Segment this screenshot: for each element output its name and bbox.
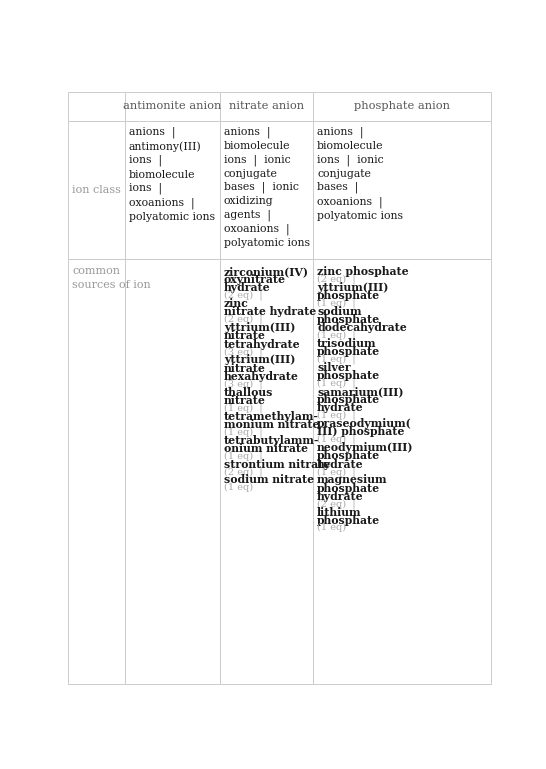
Text: trisodium: trisodium — [317, 338, 377, 349]
Text: zinc: zinc — [224, 298, 249, 309]
Text: silver: silver — [317, 362, 351, 373]
Text: hydrate: hydrate — [317, 402, 364, 414]
Text: (1 eq)  |: (1 eq) | — [317, 331, 355, 340]
Text: sodium: sodium — [317, 305, 361, 317]
Text: (3 eq)  |: (3 eq) | — [224, 379, 263, 389]
Bar — [313, 258, 491, 684]
Text: hydrate: hydrate — [317, 459, 364, 470]
Text: phosphate: phosphate — [317, 346, 380, 357]
Text: (1 eq): (1 eq) — [317, 524, 346, 532]
Text: (1 eq)  |: (1 eq) | — [317, 467, 355, 477]
Text: phosphate: phosphate — [317, 314, 380, 325]
Text: phosphate anion: phosphate anion — [354, 102, 450, 112]
Text: tetrahydrate: tetrahydrate — [224, 338, 301, 350]
Text: hydrate: hydrate — [224, 282, 271, 293]
Text: neodymium(III): neodymium(III) — [317, 442, 413, 453]
Text: (2 eq)  |: (2 eq) | — [224, 315, 263, 325]
Text: phosphate: phosphate — [317, 483, 380, 494]
Text: (1 eq)  |: (1 eq) | — [224, 428, 263, 437]
Text: (1 eq): (1 eq) — [224, 483, 253, 492]
Bar — [219, 121, 313, 258]
Text: (2 eq)  |: (2 eq) | — [224, 291, 263, 300]
Text: (2 eq)  |: (2 eq) | — [224, 467, 263, 477]
Text: oxynitrate: oxynitrate — [224, 274, 286, 285]
Bar — [124, 121, 219, 258]
Text: magnesium: magnesium — [317, 474, 388, 485]
Text: nitrate hydrate: nitrate hydrate — [224, 306, 316, 318]
Bar — [219, 92, 313, 121]
Text: phosphate: phosphate — [317, 290, 380, 301]
Text: yttrium(III): yttrium(III) — [317, 281, 388, 292]
Text: nitrate anion: nitrate anion — [229, 102, 304, 112]
Text: anions  |
antimony(III)
ions  |
biomolecule
ions  |
oxoanions  |
polyatomic ions: anions | antimony(III) ions | biomolecul… — [129, 127, 215, 221]
Text: zirconium(IV): zirconium(IV) — [224, 266, 309, 277]
Text: anions  |
biomolecule
ions  |  ionic
conjugate
bases  |
oxoanions  |
polyatomic : anions | biomolecule ions | ionic conjug… — [317, 127, 403, 221]
Text: hydrate: hydrate — [317, 491, 364, 502]
Bar — [68, 92, 124, 121]
Bar — [68, 121, 124, 258]
Text: thallous: thallous — [224, 387, 274, 398]
Bar — [313, 92, 491, 121]
Text: lithium: lithium — [317, 507, 361, 518]
Text: (1 eq)  |: (1 eq) | — [317, 434, 355, 444]
Text: (1 eq)  |: (1 eq) | — [317, 298, 355, 308]
Text: dodecahydrate: dodecahydrate — [317, 322, 407, 333]
Text: tetramethylam-: tetramethylam- — [224, 411, 319, 421]
Bar — [68, 258, 124, 684]
Text: (1 eq)  |: (1 eq) | — [224, 451, 263, 461]
Text: (2 eq)  |: (2 eq) | — [317, 274, 355, 284]
Bar — [124, 258, 219, 684]
Text: phosphate: phosphate — [317, 515, 380, 526]
Text: (1 eq)  |: (1 eq) | — [317, 378, 355, 388]
Text: tetrabutylamm-: tetrabutylamm- — [224, 434, 319, 446]
Text: samarium(III): samarium(III) — [317, 386, 403, 397]
Text: yttrium(III): yttrium(III) — [224, 322, 295, 333]
Text: nitrate: nitrate — [224, 395, 266, 406]
Bar — [219, 258, 313, 684]
Text: (2 eq)  |: (2 eq) | — [317, 499, 355, 509]
Text: nitrate: nitrate — [224, 363, 266, 374]
Text: (1 eq)  |: (1 eq) | — [317, 355, 355, 364]
Text: antimonite anion: antimonite anion — [123, 102, 221, 112]
Text: praseodymium(: praseodymium( — [317, 418, 412, 429]
Text: ion class: ion class — [72, 185, 121, 195]
Text: phosphate: phosphate — [317, 394, 380, 405]
Text: strontium nitrate: strontium nitrate — [224, 459, 330, 470]
Text: yttrium(III): yttrium(III) — [224, 355, 295, 365]
Text: phosphate: phosphate — [317, 451, 380, 461]
Text: onium nitrate: onium nitrate — [224, 443, 308, 454]
Bar — [124, 92, 219, 121]
Text: III) phosphate: III) phosphate — [317, 427, 405, 438]
Text: (1 eq)  |: (1 eq) | — [317, 411, 355, 421]
Text: (3 eq)  |: (3 eq) | — [224, 347, 263, 357]
Text: anions  |
biomolecule
ions  |  ionic
conjugate
bases  |  ionic
oxidizing
agents : anions | biomolecule ions | ionic conjug… — [224, 127, 310, 248]
Bar — [313, 121, 491, 258]
Text: (1 eq)  |: (1 eq) | — [224, 403, 263, 413]
Text: common
sources of ion: common sources of ion — [72, 266, 151, 290]
Text: monium nitrate: monium nitrate — [224, 419, 319, 430]
Text: zinc phosphate: zinc phosphate — [317, 266, 409, 277]
Text: hexahydrate: hexahydrate — [224, 371, 299, 382]
Text: phosphate: phosphate — [317, 370, 380, 381]
Text: nitrate: nitrate — [224, 331, 266, 341]
Text: sodium nitrate: sodium nitrate — [224, 474, 314, 485]
